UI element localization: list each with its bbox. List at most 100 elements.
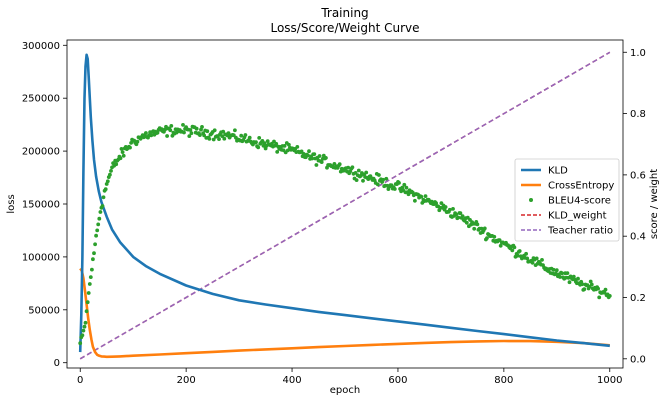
y-tick-label: 0	[54, 358, 60, 369]
bleu4-point	[256, 145, 261, 150]
bleu4-point	[285, 148, 290, 153]
legend-item: CrossEntropy	[521, 181, 614, 192]
bleu4-point	[181, 123, 185, 127]
bleu4-point	[83, 320, 88, 325]
bleu4-point	[356, 168, 361, 173]
bleu4-point	[571, 274, 576, 279]
bleu4-point	[103, 187, 108, 192]
y-tick-label: 300000	[22, 41, 60, 52]
bleu4-point	[314, 163, 319, 167]
bleu4-point	[94, 233, 98, 238]
y-axis-label: loss	[6, 194, 17, 213]
bleu4-point	[243, 133, 248, 137]
bleu4-point	[492, 234, 497, 239]
bleu4-point	[319, 160, 324, 165]
y-right-tick-label: 0.0	[630, 354, 646, 365]
bleu4-point	[397, 181, 401, 185]
bleu4-point	[576, 276, 580, 281]
bleu4-point	[498, 243, 503, 248]
bleu4-point	[217, 137, 221, 142]
bleu4-point	[194, 126, 199, 131]
series-teacher-ratio	[79, 51, 611, 360]
bleu4-point	[155, 130, 160, 135]
bleu4-point	[554, 268, 559, 273]
bleu4-point	[92, 251, 96, 256]
y-axis-right-label: score / weight	[649, 169, 660, 239]
bleu4-point	[187, 134, 192, 139]
bleu4-point	[168, 128, 173, 133]
y-tick-label: 150000	[22, 200, 60, 211]
x-tick-label: 600	[388, 375, 407, 386]
bleu4-point	[580, 282, 585, 287]
bleu4-point	[212, 128, 217, 133]
bleu4-point	[144, 131, 148, 135]
bleu4-point	[456, 215, 461, 220]
bleu4-point	[354, 178, 359, 183]
bleu4-point	[301, 152, 306, 156]
x-tick-label: 200	[177, 375, 196, 386]
bleu4-point	[200, 125, 204, 129]
bleu4-point	[443, 205, 448, 209]
bleu4-point	[607, 294, 612, 298]
y-right-tick-label: 0.8	[630, 109, 646, 120]
y-axis-left: 0 50000 100000 150000 200000 250000 300000	[22, 41, 67, 369]
bleu4-point	[530, 260, 535, 265]
bleu4-point	[85, 300, 90, 305]
bleu4-point	[295, 145, 300, 149]
bleu4-point	[222, 136, 227, 141]
bleu4-point	[447, 207, 452, 212]
bleu4-point	[602, 290, 607, 295]
bleu4-point	[324, 156, 328, 160]
bleu4-point	[404, 185, 409, 190]
bleu4-point	[517, 249, 522, 253]
legend-label: Teacher ratio	[547, 226, 613, 237]
bleu4-point	[510, 248, 515, 253]
bleu4-point	[346, 165, 351, 170]
bleu4-point	[524, 251, 528, 256]
legend-item: Teacher ratio	[521, 226, 613, 237]
bleu4-point	[114, 162, 119, 167]
bleu4-point	[402, 182, 407, 187]
bleu4-point	[597, 295, 602, 300]
bleu4-point	[587, 285, 592, 289]
chart-title: Training	[320, 6, 368, 20]
bleu4-point	[233, 128, 237, 133]
x-tick-label: 400	[283, 375, 302, 386]
bleu4-point	[588, 279, 593, 284]
legend-label: CrossEntropy	[548, 181, 614, 192]
bleu4-point	[88, 275, 93, 279]
bleu4-point	[512, 245, 517, 250]
bleu4-point	[384, 176, 389, 181]
bleu4-point	[207, 137, 212, 141]
bleu4-point	[451, 207, 455, 211]
bleu4-point	[198, 133, 202, 138]
bleu4-point	[239, 133, 244, 138]
bleu4-point	[565, 271, 570, 275]
y-axis-right: 0.0 0.2 0.4 0.6 0.8 1.0	[623, 48, 646, 365]
bleu4-point	[91, 257, 95, 262]
bleu4-point	[464, 220, 469, 225]
bleu4-point	[558, 275, 562, 279]
legend-label: KLD_weight	[548, 211, 607, 222]
legend-item: KLD	[521, 166, 568, 177]
y-right-tick-label: 0.2	[630, 293, 646, 304]
bleu4-point	[247, 135, 252, 140]
bleu4-point	[582, 287, 587, 292]
bleu4-point	[458, 211, 463, 216]
bleu4-point	[312, 152, 317, 157]
y-tick-label: 200000	[22, 147, 60, 158]
bleu4-point	[84, 309, 89, 314]
bleu4-point	[118, 156, 123, 161]
bleu4-point	[419, 194, 424, 199]
legend-marker	[529, 198, 533, 202]
bleu4-point	[287, 142, 291, 147]
bleu4-point	[317, 154, 322, 158]
bleu4-point	[475, 222, 480, 227]
bleu4-point	[413, 198, 417, 203]
bleu4-point	[119, 147, 124, 151]
bleu4-point	[485, 236, 489, 241]
bleu4-point	[515, 253, 520, 258]
y-right-tick-label: 0.4	[630, 232, 646, 243]
bleu4-point	[525, 256, 530, 261]
